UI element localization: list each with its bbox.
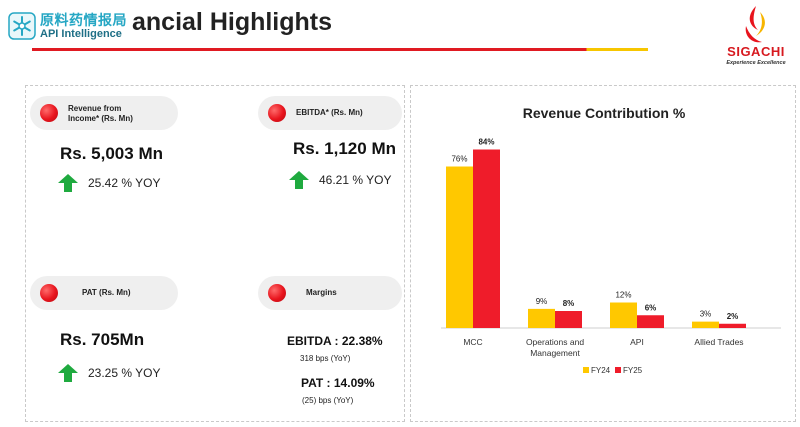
ebitda-label: EBITDA* (Rs. Mn) — [296, 108, 363, 117]
legend-label-fy25: FY25 — [623, 366, 643, 375]
up-arrow-icon — [289, 171, 309, 189]
bar-fy24-2 — [610, 302, 637, 328]
chart-title: Revenue Contribution % — [522, 105, 686, 121]
data-label-fy24-1: 9% — [536, 297, 548, 306]
flame-icon — [745, 6, 765, 43]
ebitda-pill: EBITDA* (Rs. Mn) — [258, 96, 402, 130]
bar-fy25-1 — [555, 311, 582, 328]
revenue-label: Revenue from Income* (Rs. Mn) — [68, 104, 133, 124]
bar-fy24-1 — [528, 308, 555, 328]
ebitda-yoy-text: 46.21 % YOY — [319, 173, 392, 187]
category-label-2: API — [630, 337, 644, 347]
kpi-panel: Revenue from Income* (Rs. Mn) Rs. 5,003 … — [25, 85, 405, 422]
pat-pill: PAT (Rs. Mn) — [30, 276, 178, 310]
snowflake-icon — [8, 12, 36, 40]
pat-margin-change: (25) bps (YoY) — [302, 396, 354, 405]
data-label-fy25-2: 6% — [645, 303, 657, 312]
ebitda-margin-change: 318 bps (YoY) — [300, 354, 351, 363]
category-label-3: Allied Trades — [694, 337, 743, 347]
brand-name: SIGACHI — [727, 44, 785, 59]
revenue-label-line1: Revenue from — [68, 104, 122, 113]
pat-margin: PAT : 14.09% — [301, 376, 375, 390]
ebitda-yoy: 46.21 % YOY — [289, 171, 392, 189]
brand-tagline: Experience Excellence — [726, 60, 786, 66]
red-dot-icon — [268, 284, 286, 302]
brand-logo: SIGACHI Experience Excellence — [716, 4, 796, 68]
red-dot-icon — [40, 104, 58, 122]
margins-pill: Margins — [258, 276, 402, 310]
red-dot-icon — [268, 104, 286, 122]
watermark-en: API Intelligence — [40, 28, 122, 40]
data-label-fy25-3: 2% — [727, 312, 739, 321]
revenue-yoy: 25.42 % YOY — [58, 174, 161, 192]
ebitda-margin: EBITDA : 22.38% — [287, 334, 383, 348]
pat-yoy: 23.25 % YOY — [58, 364, 161, 382]
bar-fy24-0 — [446, 166, 473, 328]
category-label-1-line1: Operations and — [526, 337, 584, 347]
category-label-0: MCC — [463, 337, 482, 347]
data-label-fy24-2: 12% — [615, 291, 631, 300]
data-label-fy24-3: 3% — [700, 310, 712, 319]
watermark-cn: 原料药情报局 — [40, 12, 127, 28]
pat-value: Rs. 705Mn — [60, 330, 145, 349]
legend-label-fy24: FY24 — [591, 366, 611, 375]
pat-label: PAT (Rs. Mn) — [82, 288, 131, 297]
margins-label: Margins — [306, 288, 337, 297]
legend-swatch-fy25 — [615, 367, 621, 373]
revenue-pill: Revenue from Income* (Rs. Mn) — [30, 96, 178, 130]
title-underline — [32, 48, 648, 51]
chart-panel: Revenue Contribution % 76% 84% MCC 9% 8% Oper… — [410, 85, 796, 422]
pat-yoy-text: 23.25 % YOY — [88, 366, 161, 380]
revenue-label-line2: Income* (Rs. Mn) — [68, 114, 133, 123]
up-arrow-icon — [58, 174, 78, 192]
page-title: ancial Highlights — [132, 8, 333, 36]
data-label-fy25-1: 8% — [563, 299, 575, 308]
red-dot-icon — [40, 284, 58, 302]
legend-swatch-fy24 — [583, 367, 589, 373]
bar-fy25-3 — [719, 323, 746, 328]
watermark-logo: 原料药情报局 API Intelligence — [8, 10, 132, 44]
up-arrow-icon — [58, 364, 78, 382]
category-label-1-line2: Management — [530, 348, 580, 358]
data-label-fy25-0: 84% — [478, 138, 494, 147]
bar-fy24-3 — [692, 321, 719, 328]
revenue-value: Rs. 5,003 Mn — [60, 144, 163, 163]
ebitda-value: Rs. 1,120 Mn — [293, 139, 396, 158]
bar-fy25-2 — [637, 315, 664, 328]
revenue-yoy-text: 25.42 % YOY — [88, 176, 161, 190]
bar-fy25-0 — [473, 149, 500, 328]
data-label-fy24-0: 76% — [451, 155, 467, 164]
